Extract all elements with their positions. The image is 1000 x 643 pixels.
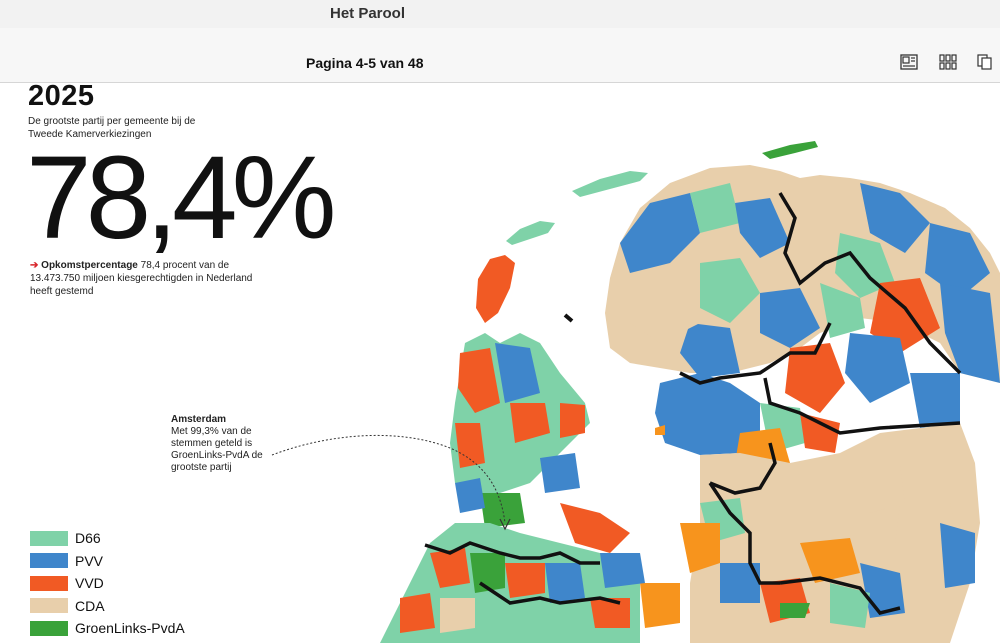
turnout-caption: ➔ Opkomstpercentage 78,4 procent van de … bbox=[30, 259, 260, 298]
legend-label: PVV bbox=[75, 552, 104, 569]
legend-swatch bbox=[30, 620, 68, 636]
legend-label: CDA bbox=[75, 597, 105, 614]
island-texel bbox=[476, 255, 515, 323]
legend-item-vvd: VVD bbox=[30, 572, 185, 595]
munic-40 bbox=[540, 453, 580, 493]
legend-item-pvv: PVV bbox=[30, 550, 185, 573]
province-border-1 bbox=[778, 192, 962, 375]
single-page-view-icon bbox=[900, 54, 918, 70]
newspaper-page: 2025 De grootste partij per gemeente bij… bbox=[0, 83, 1000, 643]
arrow-right-icon: ➔ bbox=[30, 260, 39, 271]
munic-15 bbox=[785, 343, 845, 413]
munic-4 bbox=[860, 183, 930, 253]
legend-label: GroenLinks-PvdA bbox=[75, 620, 185, 637]
munic-34 bbox=[495, 343, 540, 403]
munic-21 bbox=[860, 463, 905, 513]
legend-item-cda: CDA bbox=[30, 595, 185, 618]
legend-label: VVD bbox=[75, 575, 104, 592]
munic-27 bbox=[830, 583, 870, 628]
turnout-label: Opkomstpercentage bbox=[41, 260, 138, 271]
munic-30 bbox=[680, 523, 720, 573]
munic-8 bbox=[940, 283, 1000, 383]
page-indicator: Pagina 4-5 van 48 bbox=[306, 55, 424, 71]
munic-5 bbox=[925, 223, 990, 298]
munic-46 bbox=[545, 563, 585, 603]
munic-43 bbox=[505, 563, 545, 598]
munic-14 bbox=[845, 333, 910, 403]
viewer-toolbar: Pagina 4-5 van 48 bbox=[0, 28, 1000, 83]
island-vlieland bbox=[572, 171, 648, 197]
province-border-4 bbox=[709, 442, 777, 495]
legend-swatch bbox=[30, 575, 68, 591]
munic-23 bbox=[940, 523, 975, 588]
munic-45 bbox=[440, 598, 475, 633]
island-terschelling bbox=[762, 141, 818, 159]
province-border-3 bbox=[763, 377, 961, 435]
munic-35 bbox=[510, 403, 550, 443]
legend-label: D66 bbox=[75, 530, 101, 547]
munic-42 bbox=[470, 553, 505, 593]
munic-10 bbox=[760, 288, 820, 348]
munic-2 bbox=[690, 183, 740, 233]
munic-24 bbox=[800, 538, 860, 583]
munic-48 bbox=[600, 553, 645, 588]
annotation-text: Met 99,3% van de stemmen geteld is Groen… bbox=[171, 426, 263, 473]
munic-33 bbox=[458, 348, 500, 413]
munic-13 bbox=[630, 283, 700, 343]
munic-20 bbox=[655, 425, 665, 435]
copy-pages-button[interactable] bbox=[975, 52, 995, 72]
munic-1 bbox=[620, 193, 700, 273]
app-title: Het Parool bbox=[330, 5, 406, 22]
province-border-7 bbox=[424, 541, 600, 565]
munic-18 bbox=[800, 413, 840, 453]
netherlands-election-map bbox=[271, 141, 1000, 643]
copy-pages-icon bbox=[977, 54, 992, 70]
munic-16 bbox=[910, 373, 960, 428]
munic-41 bbox=[430, 548, 470, 588]
legend-item-d66: D66 bbox=[30, 527, 185, 550]
single-page-view-button[interactable] bbox=[899, 52, 919, 72]
amsterdam-annotation: Amsterdam Met 99,3% van de stemmen getel… bbox=[171, 414, 291, 474]
legend-swatch bbox=[30, 598, 68, 614]
munic-31 bbox=[640, 583, 680, 628]
munic-44 bbox=[400, 593, 435, 633]
legend-item-groenlinks-pvda: GroenLinks-PvdA bbox=[30, 617, 185, 640]
munic-49 bbox=[590, 598, 630, 628]
munic-37 bbox=[455, 423, 485, 468]
munic-32 bbox=[720, 563, 760, 603]
munic-47 bbox=[560, 503, 630, 553]
annotation-title: Amsterdam bbox=[171, 414, 227, 425]
amsterdam-callout-arrowhead bbox=[499, 518, 511, 531]
province-border-5 bbox=[708, 482, 780, 585]
munic-11 bbox=[680, 323, 740, 378]
province-border-8 bbox=[479, 581, 621, 605]
munic-9 bbox=[700, 258, 760, 323]
munic-3 bbox=[735, 198, 790, 258]
legend-swatch bbox=[30, 530, 68, 546]
dike-mark bbox=[563, 313, 574, 323]
map-subtitle: De grootste partij per gemeente bij de T… bbox=[28, 116, 196, 140]
turnout-text: 78,4 procent van de 13.473.750 miljoen k… bbox=[30, 260, 253, 297]
munic-6 bbox=[835, 233, 895, 298]
province-border-2 bbox=[679, 322, 832, 385]
munic-38 bbox=[480, 493, 525, 528]
munic-36 bbox=[560, 403, 585, 438]
region-flevoland bbox=[655, 373, 760, 455]
grid-view-button[interactable] bbox=[938, 52, 958, 72]
province-border-6 bbox=[779, 576, 901, 615]
turnout-percentage-large: 78,4% bbox=[26, 132, 337, 264]
munic-28 bbox=[780, 603, 810, 618]
munic-39 bbox=[455, 478, 485, 513]
year-heading: 2025 bbox=[28, 83, 95, 112]
grid-view-icon bbox=[939, 54, 957, 70]
legend-swatch bbox=[30, 553, 68, 569]
app-title-bar: Het Parool bbox=[0, 0, 1000, 28]
party-legend: D66 PVV VVD CDA GroenLinks-PvdA bbox=[30, 527, 185, 640]
island-texel-north bbox=[506, 221, 555, 245]
